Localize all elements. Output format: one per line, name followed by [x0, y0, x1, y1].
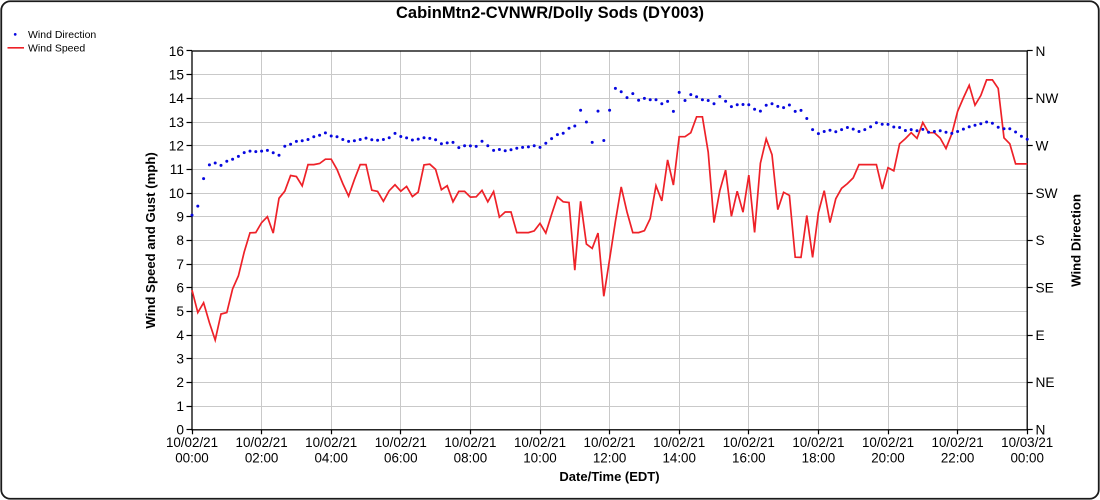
svg-text:0: 0	[176, 423, 184, 438]
svg-text:NW: NW	[1036, 91, 1059, 106]
svg-text:16: 16	[169, 44, 185, 59]
svg-text:2: 2	[176, 375, 184, 390]
svg-text:12: 12	[169, 139, 184, 154]
svg-text:Wind Direction: Wind Direction	[1068, 194, 1083, 287]
svg-text:W: W	[1036, 139, 1049, 154]
svg-text:9: 9	[176, 210, 184, 225]
svg-text:4: 4	[176, 328, 184, 343]
svg-text:SW: SW	[1036, 186, 1058, 201]
svg-text:S: S	[1036, 233, 1045, 248]
svg-text:N: N	[1036, 423, 1046, 438]
svg-text:15: 15	[169, 68, 185, 83]
svg-text:Wind Speed: Wind Speed	[28, 42, 85, 54]
svg-text:N: N	[1036, 44, 1046, 59]
svg-text:13: 13	[169, 115, 185, 130]
svg-text:Wind Direction: Wind Direction	[28, 29, 96, 41]
svg-text:CabinMtn2-CVNWR/Dolly Sods (DY: CabinMtn2-CVNWR/Dolly Sods (DY003)	[396, 4, 704, 22]
svg-text:7: 7	[176, 257, 184, 272]
svg-text:10: 10	[169, 186, 185, 201]
svg-text:1: 1	[176, 399, 184, 414]
svg-text:3: 3	[176, 352, 184, 367]
svg-text:Wind Speed and Gust (mph): Wind Speed and Gust (mph)	[143, 152, 158, 328]
svg-text:NE: NE	[1036, 375, 1055, 390]
svg-text:11: 11	[170, 162, 184, 177]
svg-text:6: 6	[176, 281, 184, 296]
svg-text:14: 14	[169, 91, 185, 106]
svg-text:E: E	[1036, 328, 1045, 343]
svg-text:5: 5	[176, 304, 184, 319]
svg-text:SE: SE	[1036, 281, 1054, 296]
svg-text:Date/Time (EDT): Date/Time (EDT)	[559, 469, 659, 484]
svg-text:8: 8	[176, 233, 184, 248]
